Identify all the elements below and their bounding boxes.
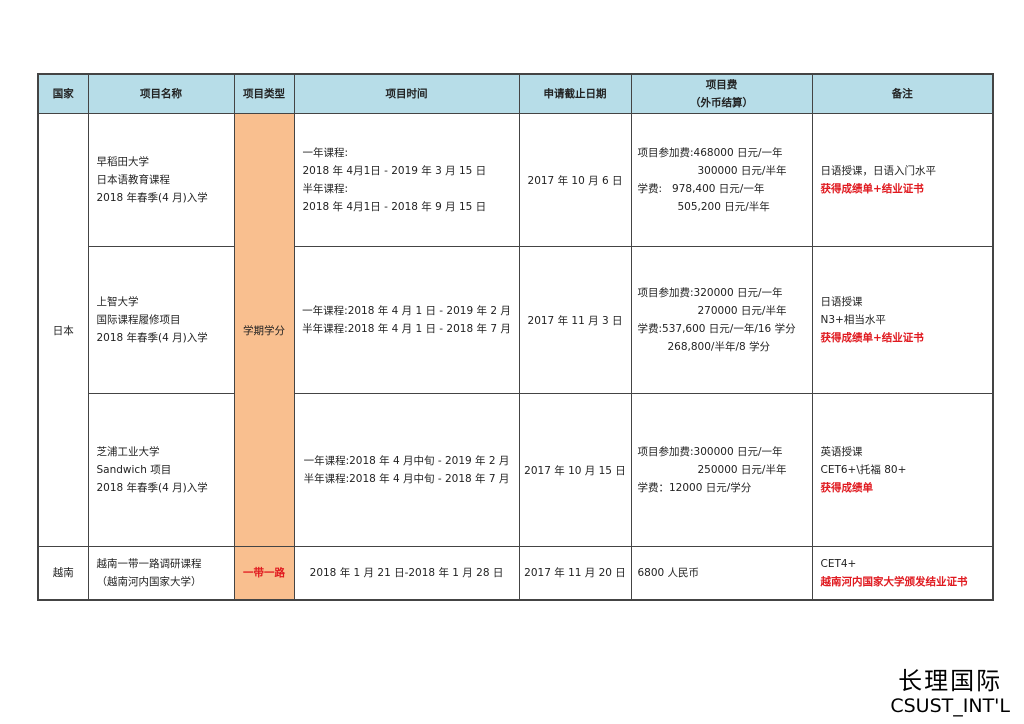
- fee-cell: 项目参加费:468000 日元/一年 300000 日元/半年 学费: 978,…: [630, 113, 813, 247]
- notes-cell: 日语授课 N3+相当水平 获得成绩单+结业证书: [811, 246, 994, 394]
- program-table: 国家 项目名称 项目类型 项目时间 申请截止日期 项目费 （外币结算） 备注 日本…: [37, 73, 994, 601]
- notes-line: 日语授课: [820, 296, 863, 308]
- header-country: 国家: [37, 73, 89, 114]
- notes-line: N3+相当水平: [820, 314, 886, 326]
- name-line: 2018 年春季(4 月)入学: [96, 332, 208, 344]
- deadline-cell: 2017 年 10 月 15 日: [518, 393, 632, 547]
- name-line: 日本语教育课程: [96, 174, 171, 186]
- name-line: 国际课程履修项目: [96, 314, 181, 326]
- fee-cell: 项目参加费:320000 日元/一年 270000 日元/半年 学费:537,6…: [630, 246, 813, 394]
- fee-line: 学费:537,600 日元/一年/16 学分: [637, 323, 796, 335]
- notes-line: CET6+\托福 80+: [820, 464, 907, 476]
- table-row: 日本 早稻田大学 日本语教育课程 2018 年春季(4 月)入学 学期学分 一年…: [37, 113, 994, 547]
- name-cell: 芝浦工业大学 Sandwich 项目 2018 年春季(4 月)入学: [87, 393, 235, 547]
- logo-en: CSUST_INT'L: [890, 695, 1010, 717]
- type-cell: 学期学分: [233, 113, 295, 547]
- fee-line: 项目参加费:468000 日元/一年: [637, 147, 783, 159]
- header-notes: 备注: [811, 73, 994, 114]
- notes-line: CET4+: [820, 557, 857, 570]
- fee-line: 268,800/半年/8 学分: [667, 341, 771, 353]
- table-row: 上智大学 国际课程履修项目 2018 年春季(4 月)入学 一年课程:2018 …: [38, 246, 994, 394]
- time-cell: 一年课程:2018 年 4 月 1 日 - 2019 年 2 月 半年课程:20…: [293, 246, 520, 394]
- header-time: 项目时间: [293, 73, 520, 114]
- time-line: 2018 年 4月1日 - 2018 年 9 月 15 日: [302, 201, 487, 213]
- name-line: Sandwich 项目: [96, 464, 172, 476]
- name-line: 越南一带一路调研课程: [96, 557, 202, 570]
- name-cell: 早稻田大学 日本语教育课程 2018 年春季(4 月)入学: [87, 113, 235, 247]
- time-line: 2018 年 4月1日 - 2019 年 3 月 15 日: [302, 165, 487, 177]
- notes-highlight: 获得成绩单+结业证书: [820, 183, 924, 195]
- name-cell: 上智大学 国际课程履修项目 2018 年春季(4 月)入学: [87, 246, 235, 394]
- table-row: 越南 越南一带一路调研课程 （越南河内国家大学） 一带一路 2018 年 1 月…: [37, 546, 994, 600]
- fee-line: 项目参加费:320000 日元/一年: [637, 287, 783, 299]
- name-line: 2018 年春季(4 月)入学: [96, 482, 208, 494]
- name-line: 早稻田大学: [96, 156, 150, 168]
- time-cell: 一年课程:2018 年 4 月中旬 - 2019 年 2 月 半年课程:2018…: [293, 393, 520, 547]
- deadline-cell: 2017 年 10 月 6 日: [518, 113, 632, 247]
- time-line: 一年课程:2018 年 4 月中旬 - 2019 年 2 月: [303, 455, 510, 467]
- fee-line: 学费：12000 日元/学分: [637, 482, 752, 494]
- notes-line: 日语授课，日语入门水平: [820, 165, 937, 177]
- notes-cell: 英语授课 CET6+\托福 80+ 获得成绩单: [811, 393, 994, 547]
- notes-highlight: 获得成绩单: [820, 482, 874, 494]
- header-fee-sub: （外币结算）: [690, 97, 753, 109]
- fee-line: 300000 日元/半年: [697, 165, 787, 177]
- fee-line: 270000 日元/半年: [697, 305, 787, 317]
- type-cell: 一带一路: [233, 546, 295, 600]
- notes-cell: CET4+ 越南河内国家大学颁发结业证书: [811, 546, 994, 600]
- fee-line: 250000 日元/半年: [697, 464, 787, 476]
- notes-highlight: 获得成绩单+结业证书: [820, 332, 924, 344]
- header-fee: 项目费 （外币结算）: [630, 73, 813, 114]
- time-line: 半年课程:2018 年 4 月 1 日 - 2018 年 7 月: [302, 323, 511, 335]
- fee-line: 505,200 日元/半年: [677, 201, 770, 213]
- header-deadline: 申请截止日期: [518, 73, 632, 114]
- notes-cell: 日语授课，日语入门水平 获得成绩单+结业证书: [811, 113, 994, 247]
- notes-line: 英语授课: [820, 446, 863, 458]
- fee-cell: 6800 人民币: [630, 546, 813, 600]
- deadline-cell: 2017 年 11 月 3 日: [518, 246, 632, 394]
- table-row: 芝浦工业大学 Sandwich 项目 2018 年春季(4 月)入学 一年课程:…: [38, 393, 994, 547]
- name-line: 芝浦工业大学: [96, 446, 160, 458]
- fee-line: 学费: 978,400 日元/一年: [637, 183, 765, 195]
- name-line: 上智大学: [96, 296, 139, 308]
- deadline-cell: 2017 年 11 月 20 日: [518, 546, 632, 600]
- header-fee-title: 项目费: [705, 79, 738, 91]
- header-name: 项目名称: [87, 73, 235, 114]
- time-cell: 一年课程: 2018 年 4月1日 - 2019 年 3 月 15 日 半年课程…: [293, 113, 520, 247]
- time-cell: 2018 年 1 月 21 日-2018 年 1 月 28 日: [293, 546, 520, 600]
- fee-cell: 项目参加费:300000 日元/一年 250000 日元/半年 学费：12000…: [630, 393, 813, 547]
- name-line: （越南河内国家大学）: [96, 575, 202, 588]
- time-line: 半年课程:: [302, 183, 349, 195]
- logo: 长理国际 CSUST_INT'L: [890, 667, 1010, 717]
- name-line: 2018 年春季(4 月)入学: [96, 192, 208, 204]
- header-row: 国家 项目名称 项目类型 项目时间 申请截止日期 项目费 （外币结算） 备注: [37, 73, 994, 114]
- time-line: 半年课程:2018 年 4 月中旬 - 2018 年 7 月: [303, 473, 510, 485]
- country-cell: 日本: [37, 113, 89, 547]
- country-cell: 越南: [37, 546, 89, 600]
- fee-line: 项目参加费:300000 日元/一年: [637, 446, 783, 458]
- header-type: 项目类型: [233, 73, 295, 114]
- name-cell: 越南一带一路调研课程 （越南河内国家大学）: [87, 546, 235, 600]
- time-line: 一年课程:: [302, 147, 349, 159]
- logo-cn: 长理国际: [898, 667, 1003, 695]
- time-line: 一年课程:2018 年 4 月 1 日 - 2019 年 2 月: [302, 305, 511, 317]
- notes-highlight: 越南河内国家大学颁发结业证书: [820, 575, 968, 588]
